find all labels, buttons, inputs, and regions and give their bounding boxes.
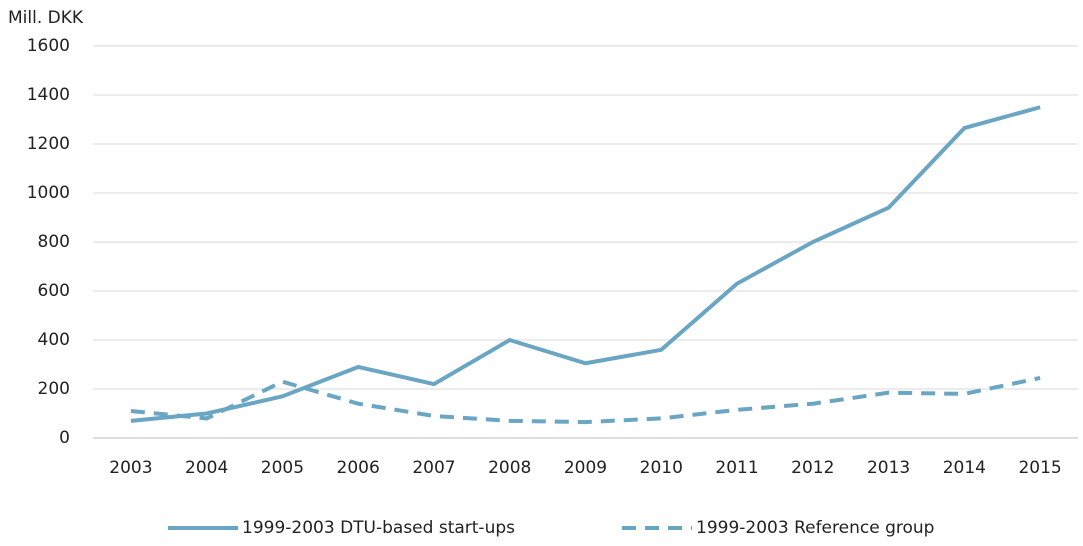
x-tick-label: 2011 xyxy=(715,458,758,478)
y-tick-label: 200 xyxy=(38,379,70,399)
x-tick-label: 2004 xyxy=(185,458,228,478)
x-tick-label: 2006 xyxy=(337,458,380,478)
x-tick-label: 2009 xyxy=(564,458,607,478)
x-tick-label: 2015 xyxy=(1018,458,1061,478)
x-tick-label: 2008 xyxy=(488,458,531,478)
y-axis-label: Mill. DKK xyxy=(8,8,84,28)
x-tick-label: 2003 xyxy=(109,458,152,478)
y-tick-label: 1600 xyxy=(27,36,70,56)
y-tick-label: 800 xyxy=(38,232,70,252)
x-tick-label: 2005 xyxy=(261,458,304,478)
series-line xyxy=(130,376,1041,425)
y-tick-label: 600 xyxy=(38,281,70,301)
y-tick-label: 1000 xyxy=(27,183,70,203)
y-tick-label: 1200 xyxy=(27,134,70,154)
y-tick-label: 400 xyxy=(38,330,70,350)
legend-label: 1999-2003 DTU-based start-ups xyxy=(242,518,515,538)
y-tick-label: 0 xyxy=(59,428,70,448)
x-tick-label: 2014 xyxy=(943,458,986,478)
legend-label: 1999-2003 Reference group xyxy=(696,518,934,538)
x-tick-label: 2013 xyxy=(867,458,910,478)
y-tick-label: 1400 xyxy=(27,85,70,105)
series-line xyxy=(130,105,1041,423)
x-tick-label: 2012 xyxy=(791,458,834,478)
x-tick-label: 2007 xyxy=(412,458,455,478)
x-tick-label: 2010 xyxy=(640,458,683,478)
